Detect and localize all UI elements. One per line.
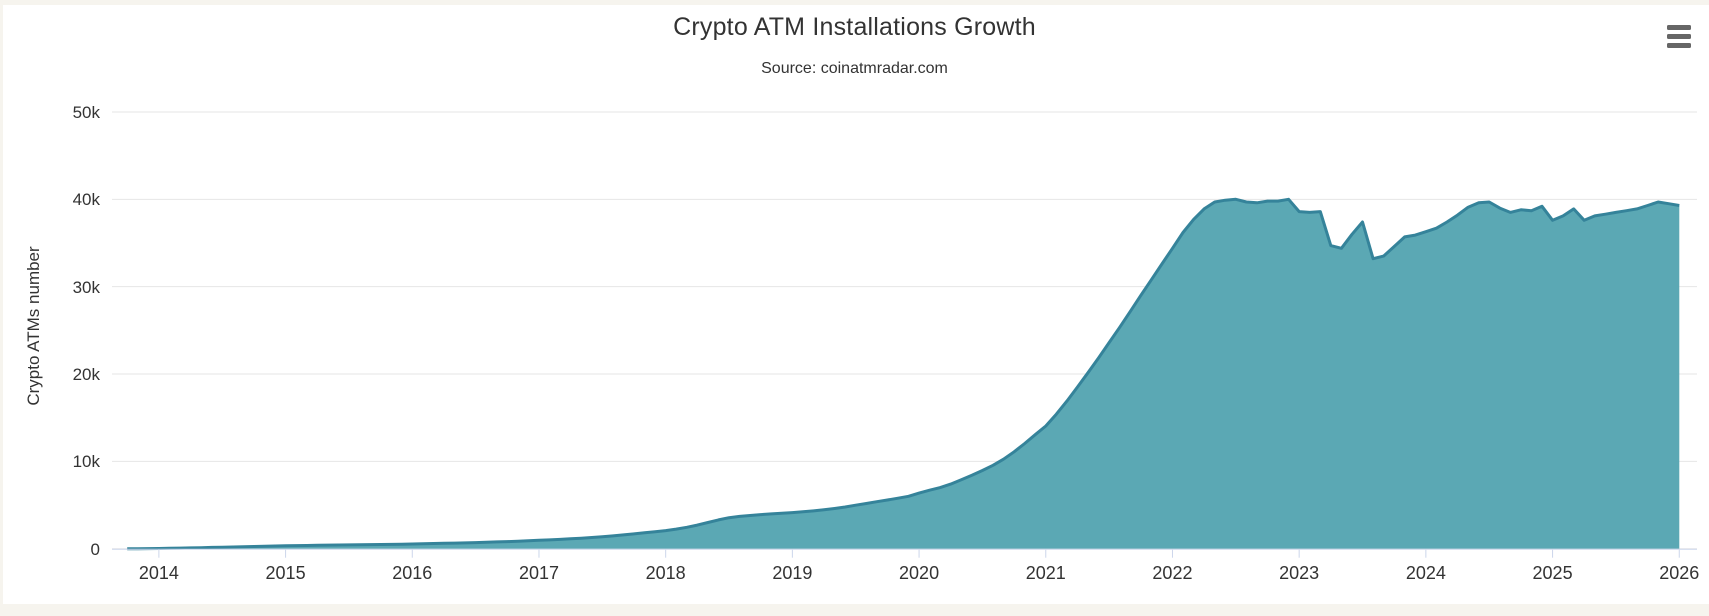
chart-title: Crypto ATM Installations Growth [673,13,1036,41]
chart-container: Crypto ATM Installations Growth Source: … [3,5,1709,604]
area-series[interactable] [127,199,1680,549]
hamburger-menu-icon [1667,24,1691,48]
area-series-outline [127,197,1680,551]
chart-context-menu-button[interactable] [1662,19,1698,53]
chart-subtitle: Source: coinatmradar.com [761,60,948,77]
